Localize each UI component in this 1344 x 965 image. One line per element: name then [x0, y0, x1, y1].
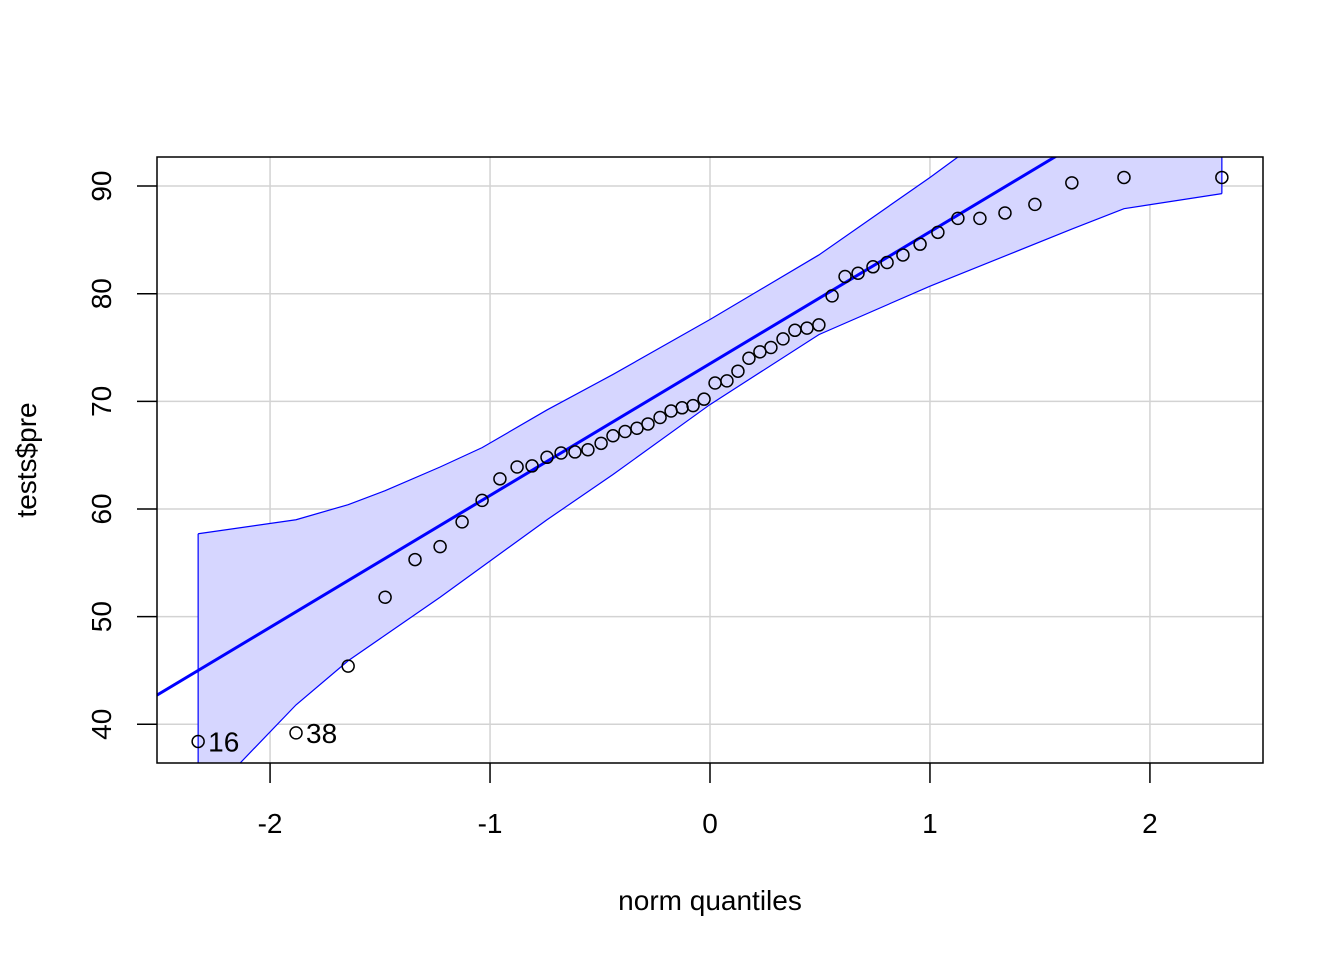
x-tick-label: -2	[258, 808, 283, 839]
data-point	[913, 237, 927, 251]
data-point	[641, 417, 655, 431]
y-axis-label: tests$pre	[11, 402, 42, 517]
data-point	[998, 206, 1012, 220]
points	[191, 170, 1229, 749]
data-point	[686, 398, 700, 413]
data-point	[1028, 197, 1042, 212]
data-point	[289, 726, 303, 740]
annotations: 16 38	[208, 718, 337, 758]
data-point	[554, 446, 568, 460]
data-point	[866, 260, 880, 274]
x-tick-label: 2	[1142, 808, 1158, 839]
data-point	[653, 410, 667, 425]
data-point	[973, 211, 987, 226]
data-point	[475, 493, 489, 508]
data-point	[931, 225, 945, 240]
y-tick-label: 50	[86, 601, 117, 632]
data-point	[568, 445, 582, 459]
data-point	[606, 429, 620, 443]
point-label: 38	[306, 718, 337, 749]
point-label: 16	[208, 726, 239, 757]
data-point	[951, 211, 965, 226]
data-point	[764, 340, 778, 355]
data-point	[493, 472, 507, 486]
data-point	[825, 289, 839, 303]
data-point	[594, 436, 608, 451]
data-point	[697, 392, 711, 406]
data-point	[378, 590, 392, 604]
data-point	[1117, 170, 1131, 185]
x-axis-label: norm quantiles	[618, 885, 802, 916]
data-point	[455, 515, 469, 529]
reference-line-group	[157, 157, 1058, 697]
reference-line	[157, 157, 1058, 697]
data-point	[581, 443, 595, 457]
data-point	[838, 269, 852, 284]
x-tick-label: 0	[702, 808, 718, 839]
data-point	[341, 659, 355, 673]
data-point	[731, 364, 745, 378]
data-point	[880, 255, 894, 270]
data-point	[1065, 176, 1079, 190]
axes: -2 -1 0 1 2 40 50 60 70 80 90	[86, 170, 1158, 839]
upper-envelope-line	[198, 157, 960, 535]
data-point	[851, 266, 865, 280]
y-tick-label: 60	[86, 493, 117, 524]
x-tick-label: -1	[478, 808, 503, 839]
data-point	[742, 351, 756, 366]
y-tick-label: 40	[86, 709, 117, 740]
data-point	[510, 460, 524, 474]
y-tick-label: 90	[86, 170, 117, 201]
data-point	[408, 552, 422, 567]
data-point	[433, 539, 447, 554]
data-point	[720, 374, 734, 388]
data-point	[191, 734, 205, 749]
lower-envelope-line	[239, 193, 1222, 763]
data-point	[776, 332, 790, 346]
y-tick-label: 80	[86, 278, 117, 309]
data-point	[540, 450, 554, 465]
data-point	[896, 248, 910, 262]
y-tick-label: 70	[86, 386, 117, 417]
data-point	[525, 459, 539, 473]
data-point	[812, 318, 826, 332]
x-tick-label: 1	[922, 808, 938, 839]
data-point	[1215, 170, 1229, 185]
